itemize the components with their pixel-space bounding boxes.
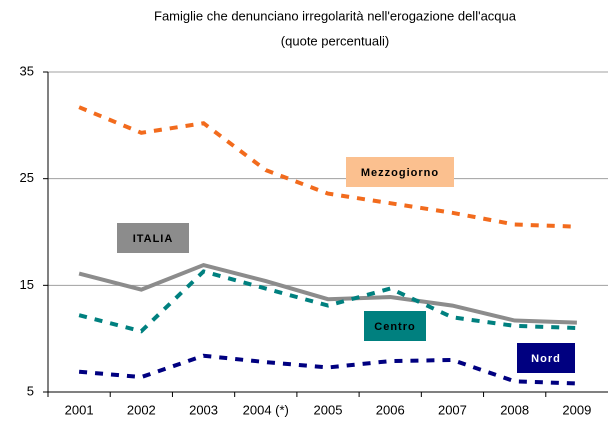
- legend-label: Mezzogiorno: [361, 167, 439, 179]
- x-tick-label: 2008: [500, 402, 529, 417]
- legend-box: [117, 223, 189, 253]
- series-line: [78, 262, 577, 325]
- x-tick-label: 2004 (*): [243, 402, 289, 417]
- x-tick-label: 2009: [562, 402, 591, 417]
- series-line: [78, 269, 577, 334]
- y-tick-label: 35: [20, 63, 34, 78]
- x-tick-label: 2003: [189, 402, 218, 417]
- series-line: [78, 105, 577, 229]
- y-tick-label: 5: [27, 383, 34, 398]
- x-tick-label: 2002: [127, 402, 156, 417]
- x-tick-label: 2005: [314, 402, 343, 417]
- series-line: [78, 353, 577, 386]
- legend-box: [346, 157, 454, 187]
- legend-box: [364, 311, 426, 341]
- x-tick-label: 2007: [438, 402, 467, 417]
- chart-subtitle: (quote percentuali): [281, 33, 389, 48]
- y-tick-label: 25: [20, 170, 34, 185]
- legend-label: ITALIA: [133, 233, 174, 245]
- x-tick-label: 2001: [65, 402, 94, 417]
- legend-box: [517, 343, 575, 373]
- x-tick-label: 2006: [376, 402, 405, 417]
- y-tick-label: 15: [20, 277, 34, 292]
- legend-label: Centro: [374, 321, 415, 333]
- chart-title: Famiglie che denunciano irregolarità nel…: [154, 8, 517, 23]
- legend-label: Nord: [531, 353, 561, 365]
